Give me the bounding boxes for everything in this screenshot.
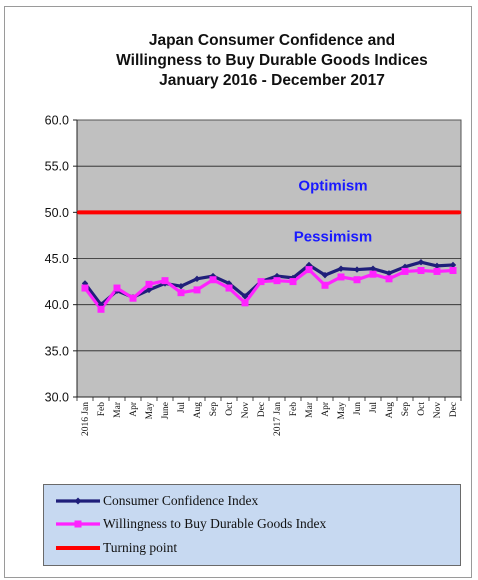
data-point-confidence xyxy=(353,266,361,273)
data-point-confidence xyxy=(433,262,441,270)
legend-marker xyxy=(74,497,82,505)
data-point-willingness xyxy=(145,280,153,288)
chart-legend: Consumer Confidence Index Willingness to … xyxy=(43,484,461,566)
x-tick-label: 2017 Jan xyxy=(273,402,283,436)
legend-item-willingness: Willingness to Buy Durable Goods Index xyxy=(54,514,326,534)
x-tick-label: Apr xyxy=(321,401,331,417)
x-tick-label: June xyxy=(161,402,171,419)
y-tick-label: 30.0 xyxy=(45,391,69,405)
x-tick-label: Oct xyxy=(225,402,235,416)
y-tick-label: 60.0 xyxy=(45,114,69,128)
data-point-willingness xyxy=(257,278,265,286)
data-point-willingness xyxy=(113,284,121,292)
x-tick-label: Jul xyxy=(369,402,379,413)
x-tick-label: Sep xyxy=(209,402,219,417)
data-point-confidence xyxy=(321,271,329,279)
y-tick-label: 45.0 xyxy=(45,252,69,266)
x-tick-label: Nov xyxy=(241,402,251,419)
data-point-confidence xyxy=(209,272,217,280)
x-tick-label: Dec xyxy=(257,402,267,417)
x-tick-label: Mar xyxy=(305,401,315,418)
data-point-willingness xyxy=(401,267,409,275)
x-tick-label: May xyxy=(145,402,155,420)
y-tick-label: 35.0 xyxy=(45,344,69,358)
legend-swatch-turning-point xyxy=(56,546,100,550)
legend-item-turning-point: Turning point xyxy=(54,538,177,558)
x-tick-label: Mar xyxy=(113,401,123,418)
y-tick-label: 40.0 xyxy=(45,298,69,312)
legend-swatch-confidence xyxy=(56,497,100,505)
data-point-willingness xyxy=(97,305,105,313)
data-point-willingness xyxy=(209,276,217,284)
data-point-confidence xyxy=(449,261,457,269)
data-point-confidence xyxy=(417,258,425,266)
legend-marker xyxy=(74,520,82,528)
legend-label: Willingness to Buy Durable Goods Index xyxy=(103,516,327,531)
chart-title-line: January 2016 - December 2017 xyxy=(159,72,385,89)
data-point-willingness xyxy=(321,281,329,289)
data-point-willingness xyxy=(225,284,233,292)
data-point-willingness xyxy=(129,294,137,302)
annotation-optimism: Optimism xyxy=(298,178,367,195)
y-tick-label: 55.0 xyxy=(45,160,69,174)
data-point-willingness xyxy=(273,277,281,285)
x-tick-label: Apr xyxy=(129,401,139,417)
x-tick-label: Oct xyxy=(417,402,427,416)
x-tick-label: Feb xyxy=(97,402,107,417)
legend-item-confidence: Consumer Confidence Index xyxy=(54,491,258,511)
x-tick-label: Aug xyxy=(193,402,203,419)
series-line-confidence xyxy=(83,260,454,307)
data-point-willingness xyxy=(177,289,185,297)
data-point-confidence xyxy=(193,275,201,283)
y-tick-label: 50.0 xyxy=(45,206,69,220)
x-tick-label: 2016 Jan xyxy=(81,402,91,436)
data-point-willingness xyxy=(385,275,393,283)
x-tick-label: Jul xyxy=(177,402,187,413)
x-tick-label: Jun xyxy=(353,402,363,415)
x-tick-label: May xyxy=(337,402,347,420)
legend-label: Consumer Confidence Index xyxy=(103,493,259,508)
data-point-confidence xyxy=(145,286,153,294)
x-tick-label: Aug xyxy=(385,402,395,419)
data-point-willingness xyxy=(353,276,361,284)
legend-label: Turning point xyxy=(103,540,178,555)
x-tick-label: Nov xyxy=(433,402,443,419)
data-point-willingness xyxy=(193,286,201,294)
chart-title: Japan Consumer Confidence and Willingness… xyxy=(116,32,428,89)
data-point-willingness xyxy=(433,267,441,275)
data-point-willingness xyxy=(289,278,297,286)
data-point-confidence xyxy=(225,280,233,287)
data-point-willingness xyxy=(241,299,249,307)
data-point-confidence xyxy=(385,270,393,277)
data-point-confidence xyxy=(337,265,345,272)
data-point-willingness xyxy=(337,273,345,281)
data-point-willingness xyxy=(81,284,89,292)
chart-title-line: Japan Consumer Confidence and xyxy=(149,32,395,49)
data-point-willingness xyxy=(417,267,425,275)
annotation-pessimism: Pessimism xyxy=(294,228,372,245)
data-point-confidence xyxy=(369,265,377,272)
x-tick-label: Sep xyxy=(401,402,411,417)
chart-title-line: Willingness to Buy Durable Goods Indices xyxy=(116,52,428,69)
data-point-willingness xyxy=(369,270,377,278)
x-tick-label: Dec xyxy=(449,402,459,417)
data-point-willingness xyxy=(449,267,457,275)
data-point-confidence xyxy=(177,283,185,290)
plot-area: 30.0 35.0 40.0 45.0 50.0 55.0 60.0 2016 Jan Feb M… xyxy=(45,114,462,436)
x-tick-label: Feb xyxy=(289,402,299,417)
legend-swatch-willingness xyxy=(56,520,100,528)
data-point-confidence xyxy=(241,293,249,300)
data-point-willingness xyxy=(161,277,169,285)
data-point-willingness xyxy=(305,266,313,274)
